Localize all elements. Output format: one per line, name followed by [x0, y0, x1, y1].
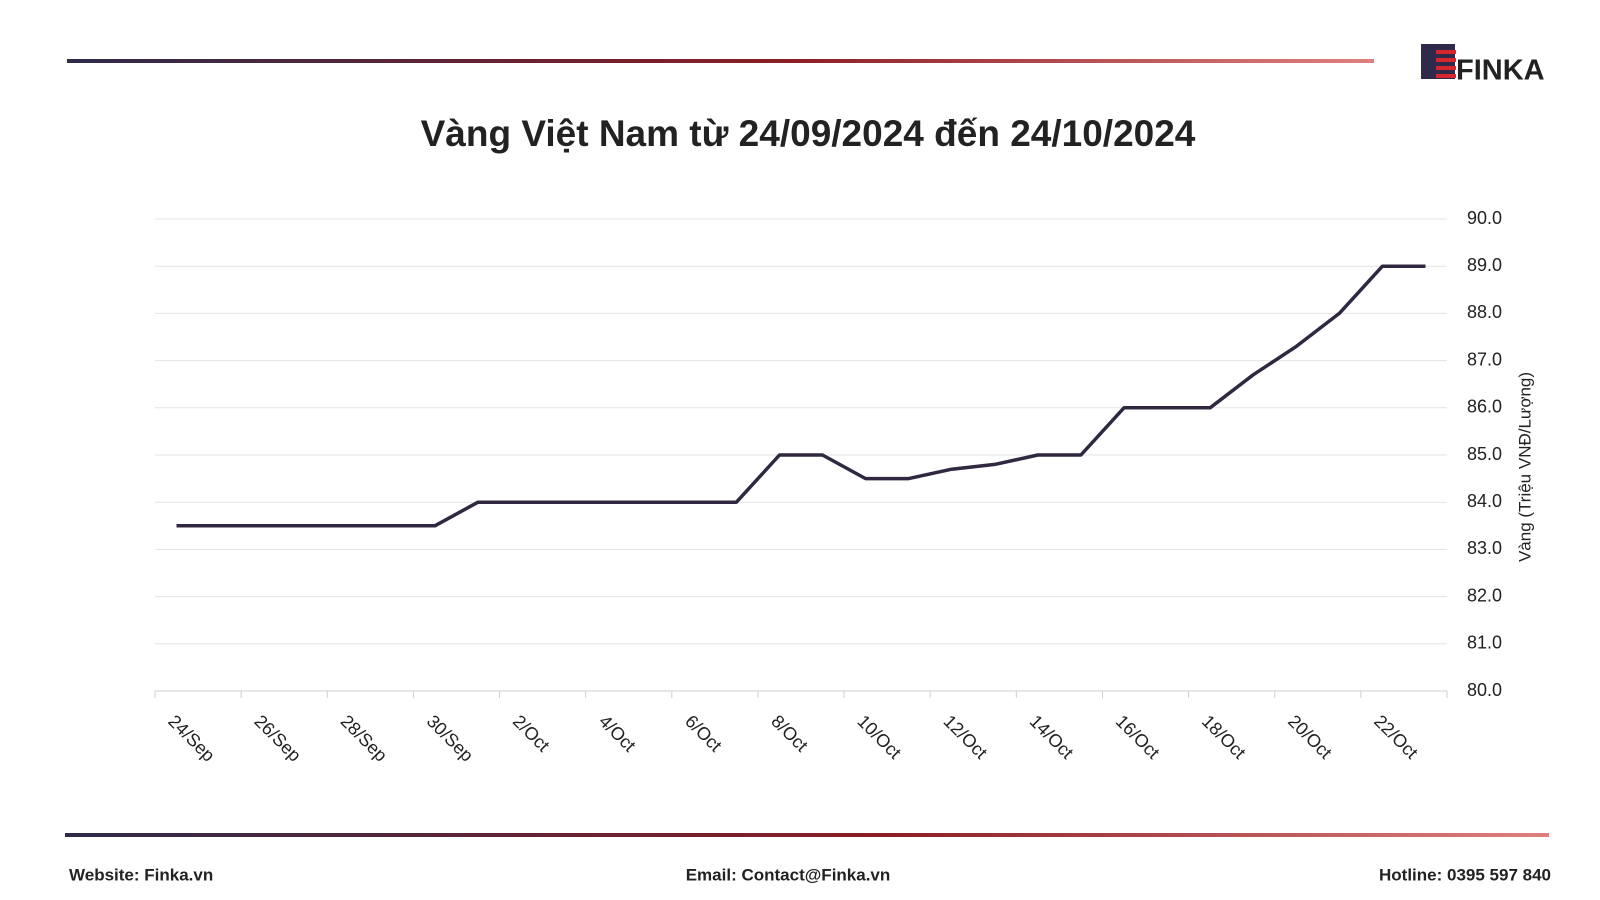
- x-tick-label: 26/Sep: [250, 711, 304, 765]
- y-tick-label: 82.0: [1467, 585, 1502, 605]
- y-tick-label: 86.0: [1467, 397, 1502, 417]
- x-tick-label: 4/Oct: [595, 711, 640, 756]
- x-tick-label: 14/Oct: [1026, 711, 1078, 763]
- y-axis-label: Vàng (Triệu VNĐ/Lượng): [1515, 372, 1534, 562]
- logo-text: FINKA: [1456, 55, 1545, 87]
- x-tick-label: 24/Sep: [164, 711, 218, 765]
- x-tick-label: 22/Oct: [1370, 711, 1422, 763]
- x-tick-label: 16/Oct: [1112, 711, 1164, 763]
- chart-title: Vàng Việt Nam từ 24/09/2024 đến 24/10/20…: [421, 113, 1196, 154]
- x-tick-label: 8/Oct: [767, 711, 812, 756]
- footer-rule: [65, 833, 1549, 837]
- footer-hotline: Hotline: 0395 597 840: [1379, 865, 1551, 884]
- header-rule: [67, 59, 1374, 63]
- x-tick-label: 10/Oct: [853, 711, 905, 763]
- y-tick-label: 90.0: [1467, 208, 1502, 228]
- y-tick-label: 81.0: [1467, 633, 1502, 653]
- x-tick-label: 6/Oct: [681, 711, 726, 756]
- logo: FINKA: [1421, 44, 1545, 87]
- x-tick-label: 2/Oct: [509, 711, 554, 756]
- y-tick-label: 84.0: [1467, 491, 1502, 511]
- x-tick-label: 20/Oct: [1284, 711, 1336, 763]
- x-tick-label: 12/Oct: [940, 711, 992, 763]
- x-tick-label: 18/Oct: [1198, 711, 1250, 763]
- y-tick-label: 85.0: [1467, 444, 1502, 464]
- y-tick-label: 83.0: [1467, 538, 1502, 558]
- x-tick-label: 30/Sep: [423, 711, 477, 765]
- footer-email: Email: Contact@Finka.vn: [686, 865, 891, 884]
- y-tick-label: 80.0: [1467, 680, 1502, 700]
- y-tick-label: 88.0: [1467, 302, 1502, 322]
- y-tick-label: 89.0: [1467, 255, 1502, 275]
- y-tick-label: 87.0: [1467, 349, 1502, 369]
- price-line: [176, 264, 1426, 528]
- footer-website: Website: Finka.vn: [69, 865, 213, 884]
- x-tick-label: 28/Sep: [337, 711, 391, 765]
